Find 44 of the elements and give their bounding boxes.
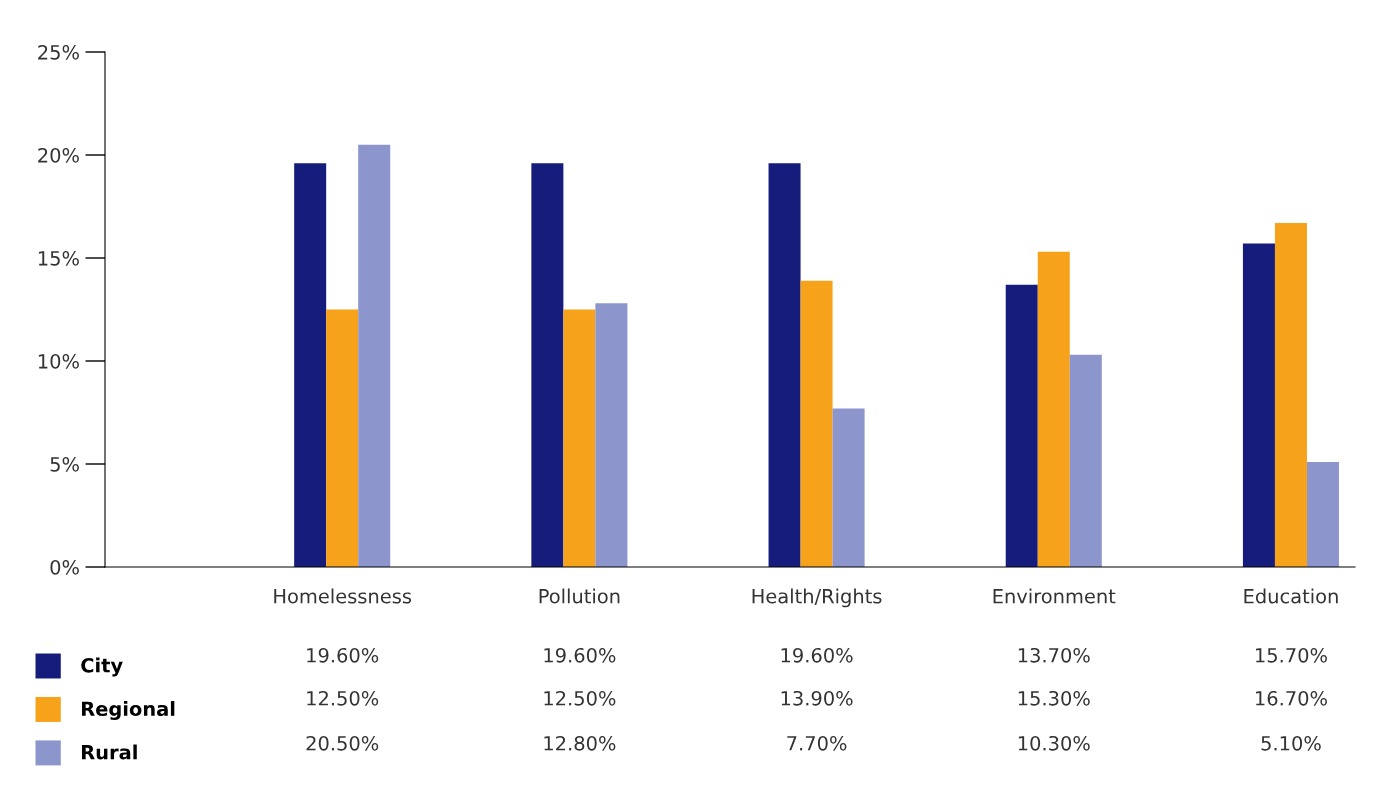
y-tick-label: 15% bbox=[38, 250, 79, 266]
data-label: 12.50% bbox=[307, 690, 379, 706]
y-tick-label: 20% bbox=[38, 147, 79, 163]
legend-label: Regional bbox=[82, 701, 175, 721]
y-tick-label: 25% bbox=[38, 44, 79, 60]
data-label: 15.70% bbox=[1256, 647, 1327, 663]
data-label: 12.50% bbox=[544, 690, 616, 706]
data-label: 13.90% bbox=[781, 690, 853, 706]
bar bbox=[1242, 243, 1275, 567]
x-tick-label: Pollution bbox=[539, 588, 620, 604]
bar bbox=[1005, 284, 1038, 567]
x-tick-label: Health/Rights bbox=[752, 588, 882, 608]
data-label: 19.60% bbox=[781, 647, 853, 663]
x-tick-label: Homelessness bbox=[274, 588, 412, 604]
data-label: 10.30% bbox=[1018, 735, 1090, 751]
data-label: 13.70% bbox=[1018, 647, 1090, 663]
bar bbox=[768, 163, 801, 567]
x-tick-label: Education bbox=[1244, 588, 1338, 604]
bar bbox=[326, 309, 359, 567]
bar bbox=[294, 163, 327, 567]
bar bbox=[1306, 461, 1339, 567]
y-tick-label: 5% bbox=[50, 456, 79, 472]
bar bbox=[1037, 251, 1070, 567]
x-tick-label: Environment bbox=[993, 588, 1116, 604]
data-label: 5.10% bbox=[1261, 735, 1321, 751]
y-tick-label: 0% bbox=[50, 559, 79, 575]
data-label: 12.80% bbox=[544, 735, 616, 751]
bar bbox=[800, 280, 833, 567]
data-label: 19.60% bbox=[307, 647, 379, 663]
bar bbox=[358, 144, 391, 567]
data-label: 7.70% bbox=[787, 735, 847, 751]
legend-label: Rural bbox=[82, 744, 137, 760]
data-label: 19.60% bbox=[544, 647, 616, 663]
bar bbox=[832, 408, 865, 567]
data-label: 16.70% bbox=[1256, 690, 1327, 706]
data-label: 20.50% bbox=[306, 735, 379, 751]
bar bbox=[1274, 222, 1307, 567]
data-label: 15.30% bbox=[1018, 690, 1090, 706]
legend-label: City bbox=[81, 657, 123, 677]
bar bbox=[531, 163, 564, 567]
bar bbox=[563, 309, 596, 567]
bar bbox=[1069, 354, 1102, 567]
y-tick-label: 10% bbox=[38, 353, 79, 369]
bar bbox=[595, 303, 628, 567]
